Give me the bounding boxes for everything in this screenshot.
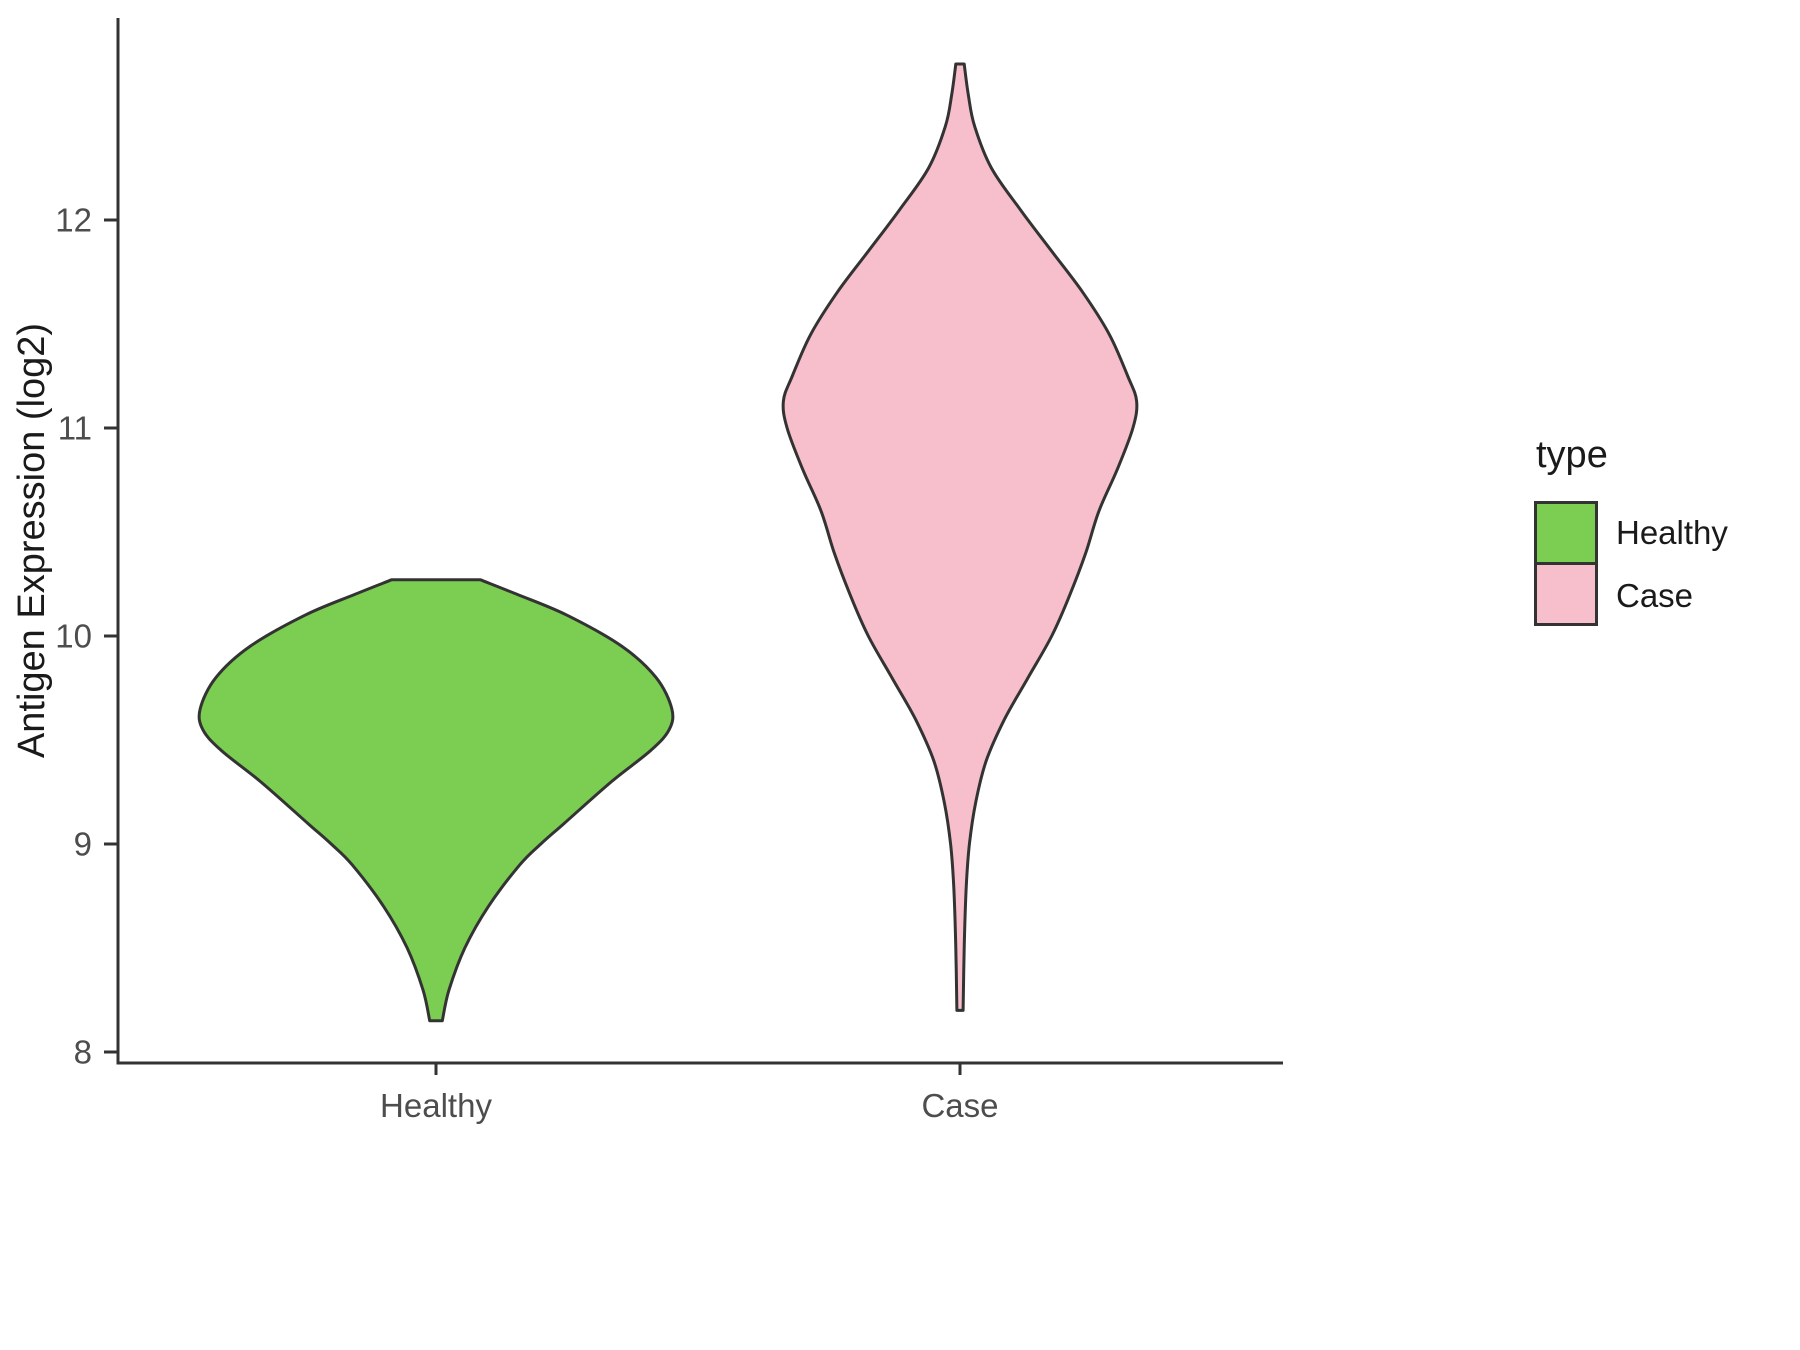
y-tick-label: 11 — [58, 410, 92, 447]
legend-title: type — [1536, 434, 1608, 476]
legend-label-healthy: Healthy — [1616, 514, 1728, 551]
violin-healthy — [197, 578, 675, 1023]
x-category-label: Case — [921, 1087, 998, 1124]
legend-label-case: Case — [1616, 576, 1694, 614]
legend-items: Healthy Case — [1534, 501, 1728, 626]
y-tick-label: 9 — [74, 826, 92, 863]
legend-item-case: Case — [1534, 562, 1728, 626]
legend-swatch-case — [1534, 562, 1598, 626]
y-tick-label: 8 — [74, 1034, 92, 1071]
y-tick-label: 10 — [55, 618, 92, 655]
legend: type Healthy Case — [1534, 434, 1728, 626]
y-tick-label: 12 — [55, 202, 92, 239]
violin-case — [781, 62, 1139, 1012]
legend-swatch-healthy — [1534, 501, 1598, 565]
axis-lines — [116, 18, 1283, 1065]
y-axis-title: Antigen Expression (log2) — [11, 323, 53, 758]
legend-item-healthy: Healthy — [1534, 501, 1728, 565]
x-category-label: Healthy — [380, 1087, 492, 1124]
